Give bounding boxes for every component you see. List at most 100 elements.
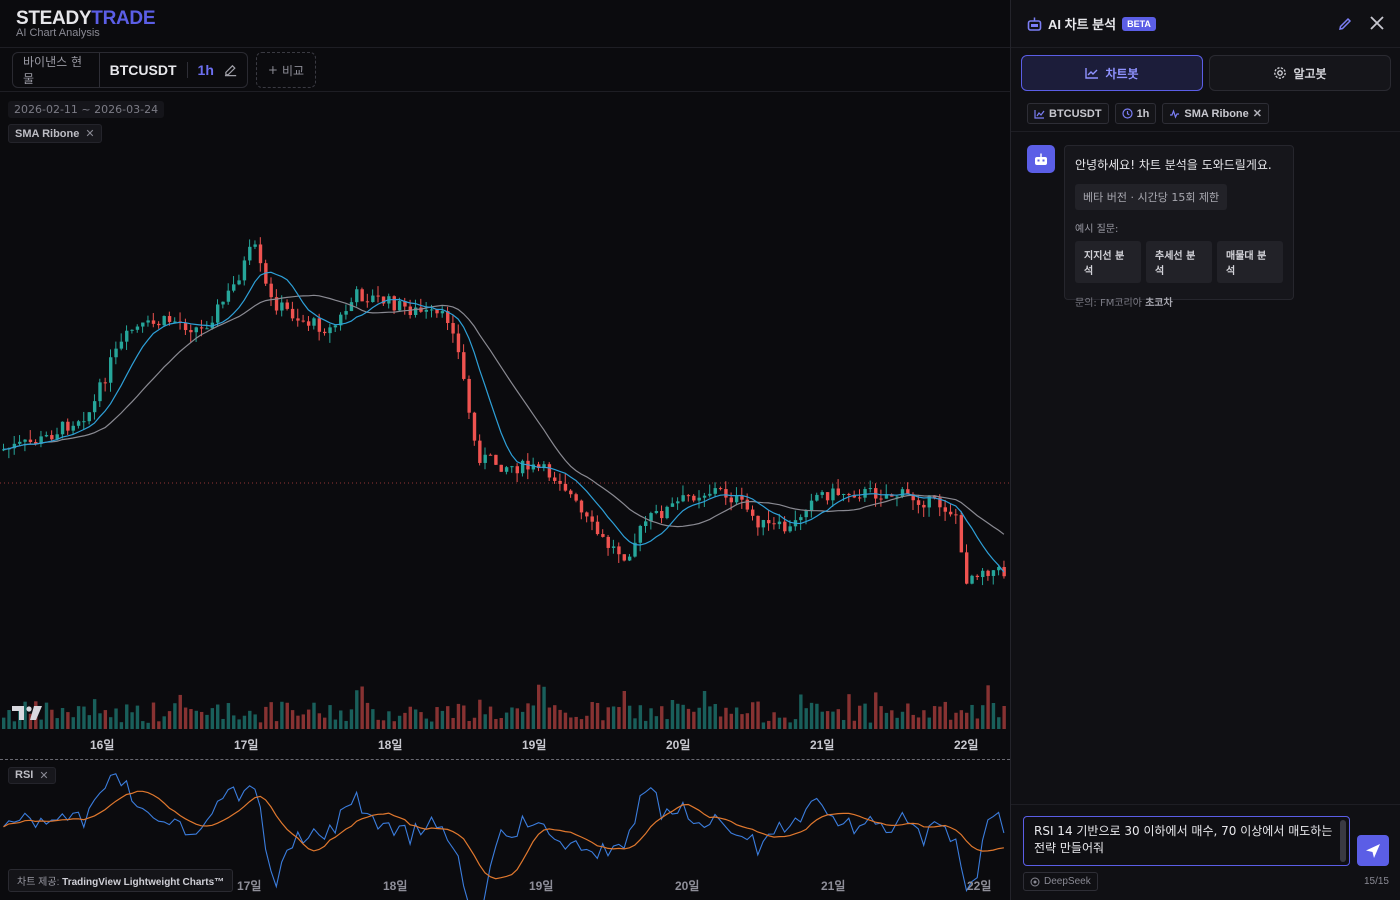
volume-bar <box>226 703 231 729</box>
rsi-tag[interactable]: RSI ✕ <box>8 767 56 784</box>
volume-bar <box>376 719 380 729</box>
symbol-selector[interactable]: 바이낸스 현물 BTCUSDT 1h <box>12 52 248 88</box>
volume-bar <box>702 690 707 729</box>
volume-bar <box>2 717 6 729</box>
chip-indicator[interactable]: SMA Ribone ✕ <box>1162 103 1269 124</box>
tab-algobot[interactable]: 알고봇 <box>1209 55 1391 91</box>
price-chart[interactable] <box>0 92 1010 900</box>
pane-divider[interactable] <box>0 759 1010 760</box>
volume-bar <box>141 721 145 729</box>
volume-bar <box>708 706 712 729</box>
remove-chip-icon[interactable]: ✕ <box>1252 108 1262 120</box>
candle-body <box>71 425 75 431</box>
volume-bar <box>355 690 359 729</box>
volume-bar <box>825 711 830 729</box>
candle-body <box>226 290 231 302</box>
volume-bar <box>440 710 445 729</box>
candle-body <box>665 506 669 519</box>
volume-bar <box>537 684 541 729</box>
candle-body <box>141 322 145 327</box>
volume-bar <box>205 714 209 729</box>
send-icon <box>1366 843 1380 858</box>
volume-bar <box>563 712 568 729</box>
candle-body <box>510 466 514 468</box>
candle-body <box>50 435 54 440</box>
volume-bar <box>681 704 685 729</box>
chat-input[interactable]: RSI 14 기반으로 30 이하에서 매수, 70 이상에서 매도하는 전략 … <box>1023 816 1350 866</box>
candle-body <box>344 311 348 315</box>
volume-bar <box>60 708 65 729</box>
volume-bar <box>841 719 846 729</box>
example-trendline-button[interactable]: 추세선 분석 <box>1146 241 1212 283</box>
candle-body <box>938 497 942 508</box>
volume-bar <box>874 692 878 729</box>
volume-bar <box>114 708 118 729</box>
chip-symbol[interactable]: BTCUSDT <box>1027 103 1109 124</box>
model-selector[interactable]: DeepSeek <box>1023 872 1098 891</box>
candle-body <box>403 301 407 307</box>
candle-body <box>515 466 519 474</box>
close-icon[interactable] <box>1369 15 1385 31</box>
candle-body <box>922 504 926 508</box>
candle-body <box>959 515 964 553</box>
volume-bar <box>221 718 225 729</box>
volume-bar <box>430 721 434 729</box>
gear-icon <box>1274 67 1287 79</box>
activity-icon <box>1170 108 1180 119</box>
volume-bar <box>938 706 942 729</box>
volume-bar <box>916 717 921 729</box>
candle-body <box>146 320 150 323</box>
remove-rsi-icon[interactable]: ✕ <box>39 770 49 782</box>
volume-bar <box>622 690 626 729</box>
pencil-icon[interactable] <box>1337 16 1353 32</box>
candle-body <box>92 401 97 413</box>
tradingview-logo-icon <box>12 706 42 720</box>
volume-bar <box>371 709 375 729</box>
candle-body <box>430 309 434 311</box>
candle-body <box>333 325 338 328</box>
chat-input-area: RSI 14 기반으로 30 이하에서 매수, 70 이상에서 매도하는 전략 … <box>1011 804 1400 900</box>
tab-chartbot[interactable]: 차트봇 <box>1021 55 1203 91</box>
interval-label[interactable]: 1h <box>197 62 214 78</box>
candle-body <box>815 494 819 501</box>
candle-body <box>585 512 589 517</box>
volume-bar <box>349 709 354 729</box>
volume-bar <box>911 714 915 729</box>
candle-body <box>622 554 626 561</box>
candle-body <box>627 556 632 561</box>
example-volume-profile-button[interactable]: 매물대 분석 <box>1217 241 1283 283</box>
chip-interval[interactable]: 1h <box>1114 103 1157 124</box>
volume-bar <box>483 714 487 729</box>
chart-area[interactable]: STEADYTRADE AI Chart Analysis 바이낸스 현물 BT… <box>0 0 1010 900</box>
volume-bar <box>595 702 600 729</box>
candle-body <box>494 454 498 465</box>
edit-icon[interactable] <box>224 63 237 77</box>
volume-bar <box>724 707 728 729</box>
beta-badge: BETA <box>1122 16 1156 31</box>
volume-bar <box>692 711 696 729</box>
indicator-tag[interactable]: SMA Ribone ✕ <box>8 124 102 143</box>
candle-body <box>221 301 225 305</box>
volume-bar <box>820 711 824 729</box>
candle-body <box>371 295 375 303</box>
candle-body <box>729 497 733 503</box>
candle-body <box>676 501 680 504</box>
candle-body <box>151 320 156 324</box>
remove-indicator-icon[interactable]: ✕ <box>85 128 95 140</box>
logo[interactable]: STEADYTRADE AI Chart Analysis <box>16 8 156 39</box>
volume-bar <box>670 699 675 729</box>
send-button[interactable] <box>1357 835 1389 866</box>
chip-interval-label: 1h <box>1136 107 1150 120</box>
candle-body <box>686 495 691 497</box>
volume-bar <box>274 721 279 729</box>
top-bar: STEADYTRADE AI Chart Analysis <box>0 0 1010 48</box>
candle-body <box>167 316 172 322</box>
input-scrollbar[interactable] <box>1340 820 1346 862</box>
volume-bar <box>339 710 343 729</box>
volume-bar <box>932 706 937 729</box>
candle-body <box>205 328 209 330</box>
volume-bar <box>216 704 220 729</box>
compare-button[interactable]: + 비교 <box>256 52 316 88</box>
example-support-button[interactable]: 지지선 분석 <box>1075 241 1141 283</box>
candle-body <box>232 284 236 291</box>
